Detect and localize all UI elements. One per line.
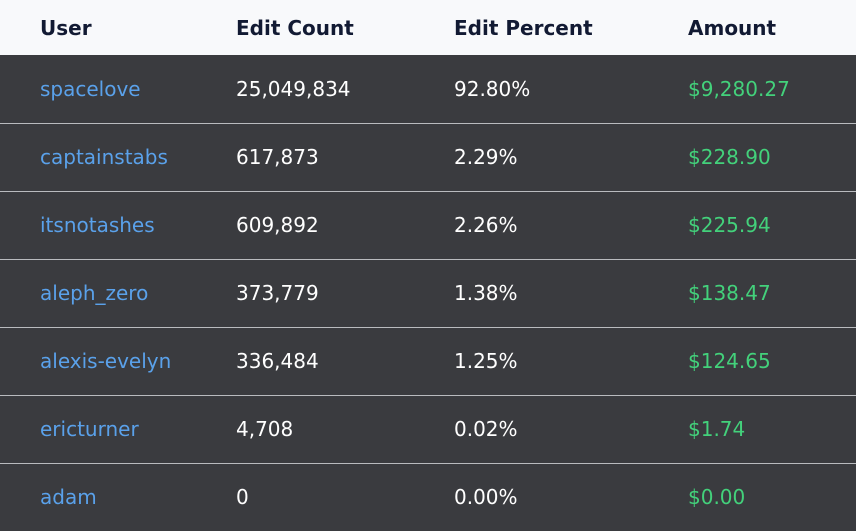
table-row: adam 0 0.00% $0.00 — [0, 463, 856, 531]
header-edit-percent: Edit Percent — [454, 15, 593, 40]
edit-count-cell: 4,708 — [236, 417, 294, 441]
user-link[interactable]: adam — [40, 485, 97, 510]
user-link[interactable]: itsnotashes — [40, 213, 155, 237]
amount-cell: $138.47 — [688, 281, 771, 305]
table-row: ericturner 4,708 0.02% $1.74 — [0, 395, 856, 463]
edit-percent-cell: 0.00% — [454, 485, 518, 510]
edit-count-cell: 0 — [236, 485, 249, 510]
amount-cell: $225.94 — [688, 213, 771, 237]
amount-cell: $1.74 — [688, 417, 746, 441]
edit-percent-cell: 2.29% — [454, 145, 518, 169]
edit-count-cell: 617,873 — [236, 145, 319, 169]
table-row: alexis-evelyn 336,484 1.25% $124.65 — [0, 327, 856, 395]
amount-cell: $0.00 — [688, 485, 746, 510]
edit-percent-cell: 1.38% — [454, 281, 518, 305]
edit-percent-cell: 0.02% — [454, 417, 518, 441]
table-row: captainstabs 617,873 2.29% $228.90 — [0, 123, 856, 191]
header-row: User Edit Count Edit Percent Amount — [0, 0, 856, 55]
edit-count-cell: 25,049,834 — [236, 76, 351, 101]
edit-percent-cell: 1.25% — [454, 349, 518, 373]
user-link[interactable]: alexis-evelyn — [40, 349, 172, 373]
header-edit-count: Edit Count — [236, 15, 354, 40]
edit-percent-cell: 2.26% — [454, 213, 518, 237]
user-link[interactable]: captainstabs — [40, 145, 168, 169]
edit-percent-cell: 92.80% — [454, 76, 531, 101]
edit-count-cell: 373,779 — [236, 281, 319, 305]
user-link[interactable]: ericturner — [40, 417, 139, 441]
amount-cell: $9,280.27 — [688, 76, 790, 101]
header-amount: Amount — [688, 15, 777, 40]
user-link[interactable]: aleph_zero — [40, 281, 149, 305]
table-row: itsnotashes 609,892 2.26% $225.94 — [0, 191, 856, 259]
header-user: User — [40, 15, 92, 40]
user-link[interactable]: spacelove — [40, 76, 141, 101]
edit-count-cell: 609,892 — [236, 213, 319, 237]
table-body: spacelove 25,049,834 92.80% $9,280.27 ca… — [0, 55, 856, 531]
edit-count-cell: 336,484 — [236, 349, 319, 373]
table-row: aleph_zero 373,779 1.38% $138.47 — [0, 259, 856, 327]
amount-cell: $228.90 — [688, 145, 771, 169]
table-row: spacelove 25,049,834 92.80% $9,280.27 — [0, 55, 856, 123]
table-header: User Edit Count Edit Percent Amount — [0, 0, 856, 55]
amount-cell: $124.65 — [688, 349, 771, 373]
